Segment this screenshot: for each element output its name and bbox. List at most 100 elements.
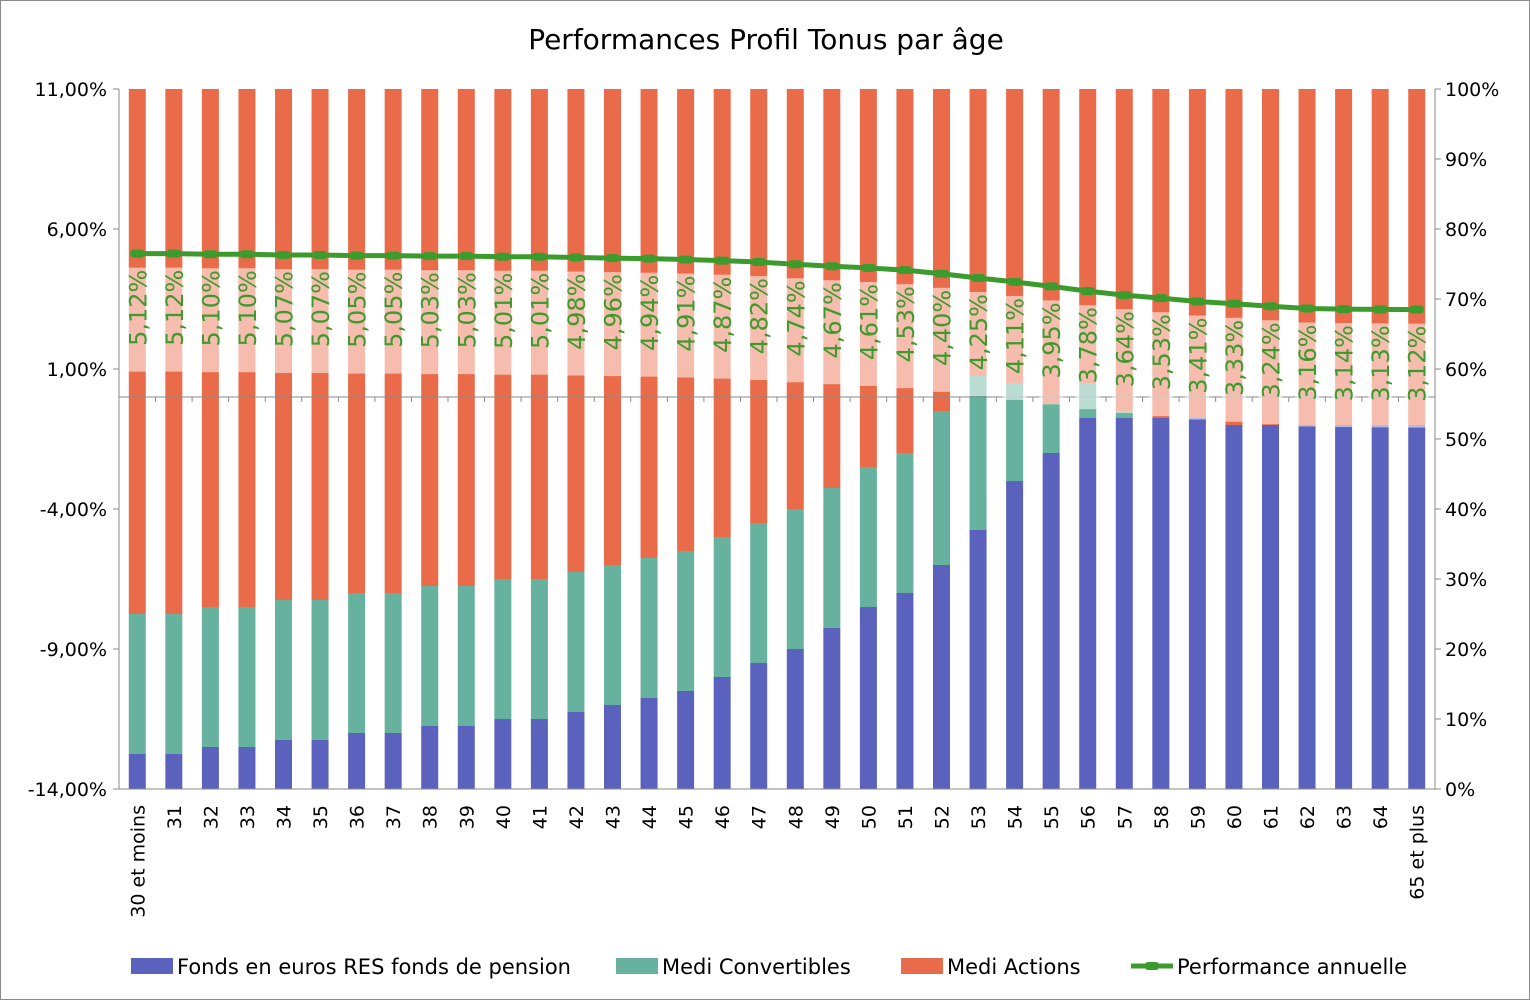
- bar-segment-1-10: [457, 726, 475, 789]
- x-tick-label: 40: [493, 805, 515, 829]
- bar-segment-1-26: [1042, 453, 1060, 789]
- bar-segment-2-11: [494, 579, 512, 719]
- right-tick-label: 20%: [1445, 639, 1487, 661]
- bar-segment-1-36: [1408, 425, 1426, 789]
- bar-segment-1-16: [677, 691, 695, 789]
- x-tick-label: 56: [1078, 805, 1100, 829]
- data-label: 5,07%: [307, 271, 335, 347]
- x-tick-label: 60: [1224, 805, 1246, 829]
- bar-segment-2-17: [713, 537, 731, 677]
- bar-segment-2-1: [128, 614, 146, 754]
- bar-segment-2-26: [1042, 404, 1060, 453]
- data-label: 3,14%: [1331, 325, 1359, 401]
- bar-segment-2-12: [530, 579, 548, 719]
- bar-segment-1-31: [1225, 425, 1243, 789]
- x-tick-label: 65 et plus: [1407, 805, 1429, 900]
- data-label-backdrop: [198, 268, 223, 373]
- axes-layer: 11,00% 6,00% 1,00% -4,00% -9,00% -14,00% 100% 9…: [28, 79, 1500, 918]
- data-label: 4,96%: [600, 274, 628, 350]
- bar-segment-1-5: [275, 740, 292, 789]
- bar-segment-1-15: [640, 698, 658, 789]
- data-label-backdrop: [308, 269, 333, 374]
- data-label-backdrop: [1221, 317, 1246, 422]
- x-tick-label: 35: [310, 805, 332, 829]
- right-tick-label: 30%: [1445, 569, 1487, 591]
- data-label: 3,24%: [1258, 322, 1286, 398]
- performance-marker: [1373, 305, 1388, 314]
- bar-segment-2-14: [604, 565, 621, 705]
- data-label: 4,25%: [965, 294, 993, 370]
- legend-label: Performance annuelle: [1177, 955, 1407, 979]
- bar-segment-1-21: [859, 607, 877, 789]
- performance-marker: [459, 252, 474, 261]
- bar-segment-1-9: [421, 726, 439, 789]
- data-label-backdrop: [819, 280, 844, 385]
- x-tick-label: 59: [1187, 805, 1209, 829]
- bar-segment-1-12: [530, 719, 548, 789]
- data-label-backdrop: [527, 270, 552, 375]
- x-tick-label: 33: [237, 805, 259, 829]
- data-label: 3,64%: [1111, 311, 1139, 387]
- data-label: 4,82%: [746, 278, 774, 354]
- left-tick-label: -9,00%: [40, 639, 107, 661]
- right-tick-label: 90%: [1445, 149, 1487, 171]
- bar-segment-2-28: [1115, 411, 1133, 418]
- bar-segment-1-28: [1115, 418, 1133, 789]
- data-label: 4,61%: [855, 284, 883, 360]
- performance-marker: [1080, 287, 1095, 296]
- data-label-backdrop: [1331, 323, 1356, 428]
- performance-marker: [1117, 291, 1132, 300]
- performance-marker: [130, 249, 145, 258]
- bar-segment-2-13: [567, 572, 585, 712]
- data-labels-layer: 5,12% 5,12% 5,10% 5,10% 5,07% 5,07% 5,05% 5,05%…: [124, 267, 1432, 428]
- data-label-backdrop: [1185, 315, 1210, 420]
- data-label-backdrop: [929, 287, 954, 392]
- data-label: 3,53%: [1148, 314, 1176, 390]
- bar-segment-2-23: [933, 411, 950, 565]
- data-label: 5,10%: [234, 270, 262, 346]
- bar-segment-1-34: [1335, 425, 1353, 789]
- x-tick-label: 36: [347, 805, 369, 829]
- data-label-backdrop: [1258, 320, 1283, 425]
- data-label-backdrop: [1075, 305, 1100, 410]
- x-tick-label: 54: [1005, 805, 1027, 829]
- bar-segment-2-15: [640, 558, 658, 698]
- bar-segment-1-13: [567, 712, 585, 789]
- x-tick-label: 63: [1334, 805, 1356, 829]
- x-tick-label: 45: [676, 805, 698, 829]
- data-label: 4,40%: [929, 290, 957, 366]
- bar-segment-2-10: [457, 586, 475, 726]
- data-label: 5,12%: [124, 270, 152, 346]
- x-tick-label: 51: [895, 805, 917, 829]
- left-tick-label: 6,00%: [47, 219, 107, 241]
- performance-marker: [751, 258, 766, 267]
- bar-segment-2-3: [201, 607, 219, 747]
- performance-marker: [897, 266, 912, 275]
- data-label-backdrop: [637, 272, 662, 377]
- bar-segment-1-3: [201, 747, 219, 789]
- performance-marker: [203, 250, 218, 259]
- bar-segment-1-35: [1371, 425, 1389, 789]
- data-label-backdrop: [1039, 300, 1064, 405]
- data-label-backdrop: [417, 270, 442, 375]
- performance-marker: [1336, 305, 1351, 314]
- bar-segment-1-22: [896, 593, 914, 789]
- data-label: 5,03%: [417, 272, 445, 348]
- performance-marker: [1153, 294, 1168, 303]
- right-tick-label: 10%: [1445, 709, 1487, 731]
- performance-marker: [788, 260, 803, 269]
- x-tick-label: 61: [1261, 805, 1283, 829]
- x-tick-label: 58: [1151, 805, 1173, 829]
- bar-segment-1-30: [1188, 418, 1206, 789]
- x-tick-label: 47: [749, 805, 771, 829]
- data-label-backdrop: [271, 269, 296, 374]
- legend-marker: [1145, 962, 1159, 970]
- bar-segment-1-4: [238, 747, 256, 789]
- bar-segment-1-29: [1152, 418, 1170, 789]
- data-label-backdrop: [563, 271, 588, 376]
- data-label-backdrop: [710, 274, 735, 379]
- data-label-backdrop: [1404, 323, 1429, 428]
- data-label: 4,74%: [782, 280, 810, 356]
- performance-marker: [642, 254, 657, 263]
- bar-segment-3-21: [859, 89, 877, 467]
